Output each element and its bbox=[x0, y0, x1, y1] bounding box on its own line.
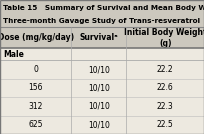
Text: 156: 156 bbox=[28, 83, 43, 92]
Bar bbox=[0, 79, 204, 97]
Bar bbox=[0, 0, 204, 27]
Bar bbox=[0, 97, 204, 116]
Bar bbox=[0, 116, 204, 134]
Text: 22.2: 22.2 bbox=[157, 65, 174, 74]
Text: Survivalᵃ: Survivalᵃ bbox=[80, 33, 118, 42]
Text: 22.3: 22.3 bbox=[157, 102, 174, 111]
Text: 10/10: 10/10 bbox=[88, 65, 110, 74]
Text: 0: 0 bbox=[33, 65, 38, 74]
Text: 312: 312 bbox=[29, 102, 43, 111]
Text: Dose (mg/kg/day): Dose (mg/kg/day) bbox=[0, 33, 74, 42]
Text: 625: 625 bbox=[28, 120, 43, 129]
Text: 22.6: 22.6 bbox=[157, 83, 174, 92]
Text: 10/10: 10/10 bbox=[88, 120, 110, 129]
Text: Initial Body Weight
(g): Initial Body Weight (g) bbox=[124, 28, 204, 48]
Text: Male: Male bbox=[3, 50, 24, 59]
Text: Table 15   Summary of Survival and Mean Body Weights of M: Table 15 Summary of Survival and Mean Bo… bbox=[3, 5, 204, 11]
Bar bbox=[0, 27, 204, 48]
Bar bbox=[0, 48, 204, 60]
Bar bbox=[0, 60, 204, 79]
Text: Three-month Gavage Study of Trans-resveratrol: Three-month Gavage Study of Trans-resver… bbox=[3, 18, 200, 24]
Text: 10/10: 10/10 bbox=[88, 102, 110, 111]
Text: 22.5: 22.5 bbox=[157, 120, 174, 129]
Text: 10/10: 10/10 bbox=[88, 83, 110, 92]
